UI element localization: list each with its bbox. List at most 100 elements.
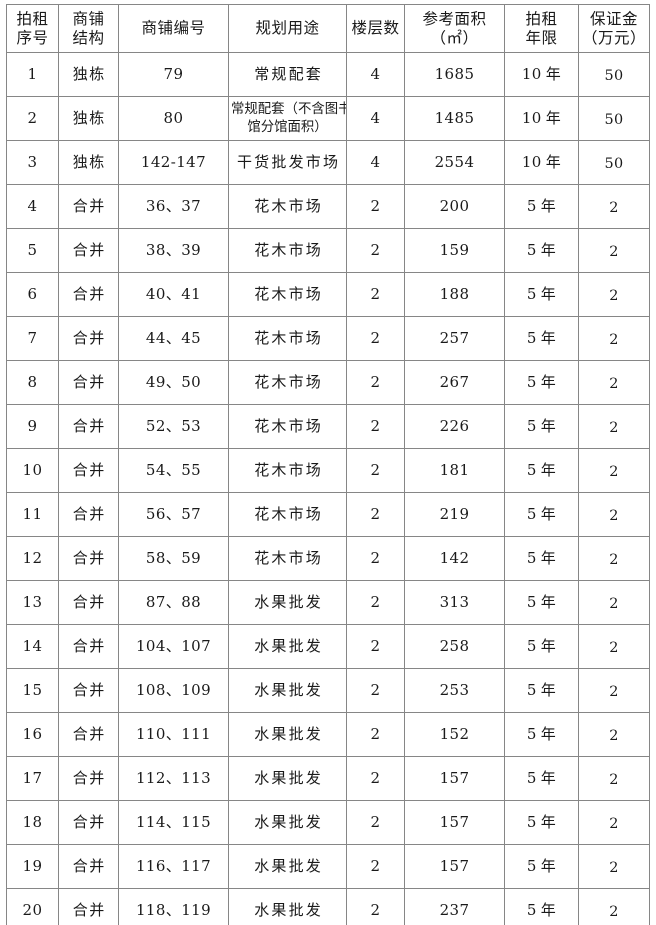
cell-lease-term-value: 5	[526, 460, 537, 479]
cell-floor-count: 2	[346, 624, 405, 669]
cell-structure: 合并	[58, 316, 119, 361]
column-header-code-line-1: 商铺编号	[141, 19, 206, 38]
table-row: 16 合并 110、111 水果批发 2 152 5 年 2	[6, 712, 650, 757]
cell-planned-use: 花木市场	[228, 536, 347, 581]
table-row: 8 合并 49、50 花木市场 2 267 5 年 2	[6, 360, 650, 405]
cell-seq: 9	[6, 404, 59, 449]
cell-reference-area: 159	[404, 228, 505, 273]
cell-shop-code: 44、45	[118, 316, 229, 361]
cell-planned-use: 水果批发	[228, 844, 347, 889]
table-row: 19 合并 116、117 水果批发 2 157 5 年 2	[6, 844, 650, 889]
cell-reference-area: 200	[404, 184, 505, 229]
cell-lease-term-value: 5	[526, 328, 537, 347]
cell-deposit: 2	[578, 448, 650, 493]
cell-planned-use: 花木市场	[228, 404, 347, 449]
cell-planned-use: 水果批发	[228, 580, 347, 625]
cell-seq: 16	[6, 712, 59, 757]
column-header-dep: 保证金 （万元）	[578, 4, 650, 53]
column-header-floor-line-1: 楼层数	[351, 19, 400, 38]
cell-lease-term-unit: 年	[540, 328, 557, 347]
cell-lease-term-value: 5	[526, 548, 537, 567]
cell-lease-term-value: 5	[526, 416, 537, 435]
cell-floor-count: 2	[346, 492, 405, 537]
cell-structure: 合并	[58, 536, 119, 581]
cell-lease-term-unit: 年	[540, 680, 557, 699]
cell-reference-area: 142	[404, 536, 505, 581]
cell-lease-term-value: 10	[521, 108, 542, 127]
cell-floor-count: 2	[346, 448, 405, 493]
cell-planned-use: 花木市场	[228, 228, 347, 273]
cell-floor-count: 4	[346, 52, 405, 97]
cell-seq: 8	[6, 360, 59, 405]
cell-seq: 20	[6, 888, 59, 925]
cell-lease-term-value: 5	[526, 856, 537, 875]
cell-shop-code: 80	[118, 96, 229, 141]
cell-shop-code: 56、57	[118, 492, 229, 537]
cell-seq: 18	[6, 800, 59, 845]
cell-lease-term-unit: 年	[540, 636, 557, 655]
cell-structure: 合并	[58, 184, 119, 229]
cell-shop-code: 110、111	[118, 712, 229, 757]
cell-deposit: 2	[578, 184, 650, 229]
cell-lease-term-unit: 年	[540, 548, 557, 567]
table-row: 6 合并 40、41 花木市场 2 188 5 年 2	[6, 272, 650, 317]
cell-reference-area: 1485	[404, 96, 505, 141]
cell-floor-count: 2	[346, 536, 405, 581]
cell-lease-term-value: 5	[526, 504, 537, 523]
cell-lease-term: 10 年	[504, 140, 579, 185]
cell-floor-count: 2	[346, 668, 405, 713]
cell-floor-count: 2	[346, 184, 405, 229]
cell-reference-area: 267	[404, 360, 505, 405]
cell-structure: 合并	[58, 712, 119, 757]
cell-floor-count: 2	[346, 756, 405, 801]
table-row: 20 合并 118、119 水果批发 2 237 5 年 2	[6, 888, 650, 925]
cell-deposit: 2	[578, 536, 650, 581]
table-row: 13 合并 87、88 水果批发 2 313 5 年 2	[6, 580, 650, 625]
cell-seq: 15	[6, 668, 59, 713]
cell-lease-term-unit: 年	[540, 460, 557, 479]
column-header-code: 商铺编号	[118, 4, 229, 53]
cell-deposit: 2	[578, 888, 650, 925]
cell-planned-use: 常规配套	[228, 52, 347, 97]
cell-lease-term-value: 5	[526, 636, 537, 655]
cell-floor-count: 2	[346, 404, 405, 449]
cell-structure: 合并	[58, 228, 119, 273]
cell-structure: 合并	[58, 668, 119, 713]
table-row: 11 合并 56、57 花木市场 2 219 5 年 2	[6, 492, 650, 537]
cell-deposit: 2	[578, 844, 650, 889]
cell-seq: 19	[6, 844, 59, 889]
cell-shop-code: 87、88	[118, 580, 229, 625]
cell-deposit: 2	[578, 404, 650, 449]
column-header-term-line-1: 拍租	[525, 10, 558, 29]
cell-lease-term-value: 5	[526, 284, 537, 303]
cell-lease-term-value: 5	[526, 196, 537, 215]
column-header-use-line-1: 规划用途	[255, 19, 320, 38]
cell-lease-term: 10 年	[504, 96, 579, 141]
cell-shop-code: 58、59	[118, 536, 229, 581]
cell-shop-code: 114、115	[118, 800, 229, 845]
cell-floor-count: 4	[346, 140, 405, 185]
cell-structure: 合并	[58, 492, 119, 537]
column-header-seq: 拍租 序号	[6, 4, 59, 53]
cell-planned-use-line-2: 馆分馆面积）	[247, 119, 328, 135]
table-row: 1 独栋 79 常规配套 4 1685 10 年 50	[6, 52, 650, 97]
cell-planned-use: 水果批发	[228, 624, 347, 669]
cell-floor-count: 2	[346, 228, 405, 273]
cell-deposit: 2	[578, 272, 650, 317]
cell-seq: 5	[6, 228, 59, 273]
cell-lease-term-value: 10	[521, 64, 542, 83]
cell-reference-area: 181	[404, 448, 505, 493]
table-row: 12 合并 58、59 花木市场 2 142 5 年 2	[6, 536, 650, 581]
cell-seq: 7	[6, 316, 59, 361]
cell-lease-term-unit: 年	[545, 152, 562, 171]
cell-planned-use: 花木市场	[228, 360, 347, 405]
